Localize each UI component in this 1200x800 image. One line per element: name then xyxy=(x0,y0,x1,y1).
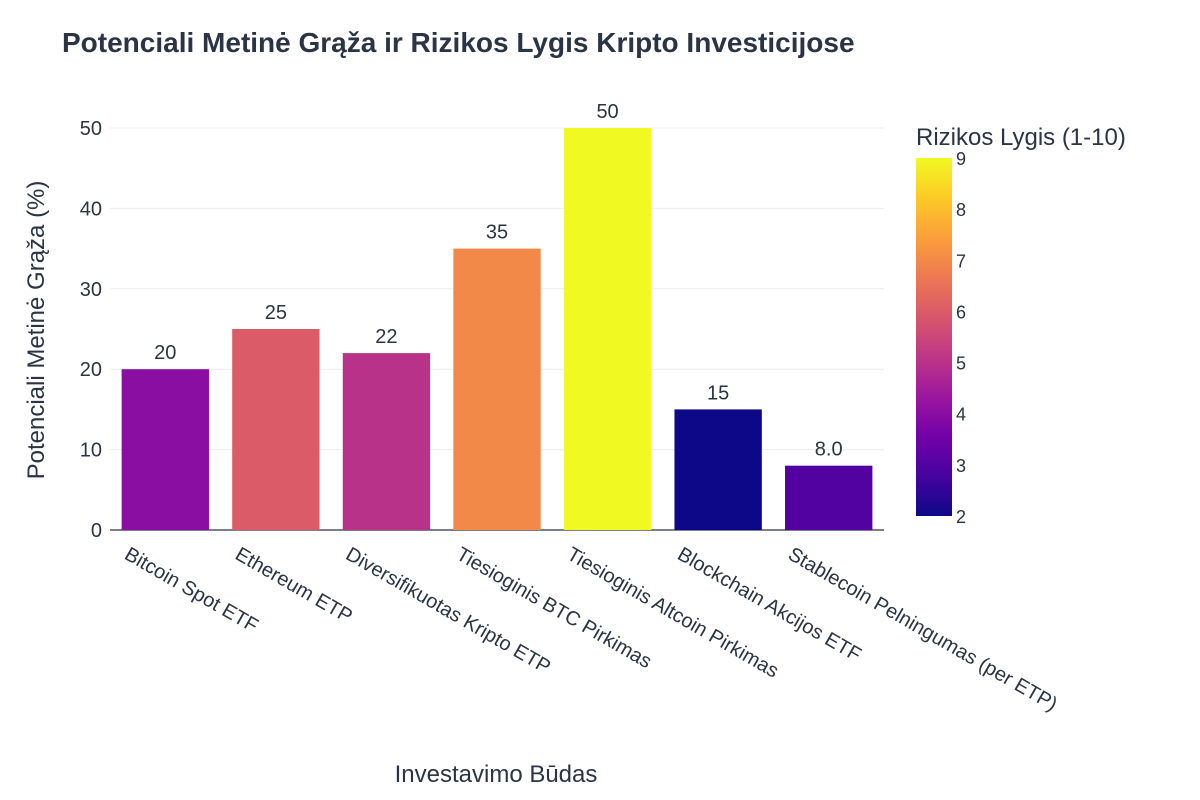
bar-value-label: 35 xyxy=(486,222,508,244)
x-axis-title: Investavimo Būdas xyxy=(395,761,598,788)
y-tick-label: 20 xyxy=(80,359,102,381)
x-tick-label: Tiesioginis BTC Pirkimas xyxy=(453,543,656,673)
bar[interactable] xyxy=(121,369,209,530)
bar-value-label: 25 xyxy=(265,302,287,324)
y-tick-label: 30 xyxy=(80,279,102,301)
bar[interactable] xyxy=(453,248,541,530)
y-axis-ticks: 0 10 20 30 40 50 xyxy=(80,118,102,542)
bar[interactable] xyxy=(785,465,873,530)
bar-value-label: 50 xyxy=(596,101,618,123)
colorbar-tick-label: 7 xyxy=(956,251,966,271)
bar-value-label: 8.0 xyxy=(815,439,843,461)
bar-value-label: 22 xyxy=(375,326,397,348)
y-tick-label: 50 xyxy=(80,118,102,140)
bars: 20 25 22 35 50 15 8.0 xyxy=(121,101,873,530)
colorbar-tick-label: 6 xyxy=(956,302,966,322)
bar[interactable] xyxy=(563,128,652,530)
bar[interactable] xyxy=(232,329,320,530)
bar[interactable] xyxy=(342,353,431,530)
colorbar-tick-label: 5 xyxy=(956,354,966,374)
colorbar-tick-label: 8 xyxy=(956,200,966,220)
bar-value-label: 20 xyxy=(154,342,176,364)
colorbar-gradient xyxy=(916,158,952,516)
chart-title: Potenciali Metinė Grąža ir Rizikos Lygis… xyxy=(62,27,855,58)
x-tick-label: Tiesioginis Altcoin Pirkimas xyxy=(563,543,782,682)
bar-value-label: 15 xyxy=(707,382,729,404)
colorbar: Rizikos Lygis (1-10) 2 3 4 5 6 7 8 9 xyxy=(916,124,1126,527)
y-axis-title: Potenciali Metinė Grąža (%) xyxy=(23,181,50,480)
y-tick-label: 0 xyxy=(91,520,102,542)
colorbar-tick-label: 9 xyxy=(956,149,966,169)
x-tick-label: Blockchain Akcijos ETF xyxy=(674,543,865,666)
colorbar-tick-label: 2 xyxy=(956,507,966,527)
y-tick-label: 10 xyxy=(80,440,102,462)
colorbar-title: Rizikos Lygis (1-10) xyxy=(916,124,1126,151)
colorbar-tick-label: 3 xyxy=(956,456,966,476)
y-tick-label: 40 xyxy=(80,198,102,220)
x-tick-label: Diversifikuotas Kripto ETP xyxy=(342,543,554,678)
colorbar-tick-label: 4 xyxy=(956,405,966,425)
bar[interactable] xyxy=(674,409,762,530)
